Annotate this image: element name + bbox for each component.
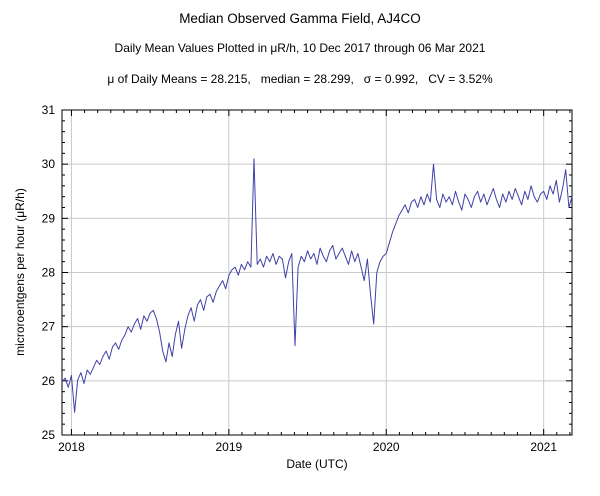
x-tick-label: 2018 (58, 440, 85, 454)
chart-title: Median Observed Gamma Field, AJ4CO (179, 11, 421, 26)
x-tick-label: 2021 (530, 440, 557, 454)
y-axis-title: microroentgens per hour (μR/h) (13, 188, 27, 356)
data-series-line (61, 158, 573, 413)
y-tick-label: 28 (42, 266, 56, 280)
x-axis-title: Date (UTC) (286, 457, 348, 471)
x-tick-label: 2020 (373, 440, 400, 454)
y-tick-label: 31 (42, 103, 56, 117)
y-tick-label: 29 (42, 211, 56, 225)
chart-stats-line: μ of Daily Means = 28.215, median = 28.2… (107, 72, 493, 86)
chart-subtitle: Daily Mean Values Plotted in μR/h, 10 De… (114, 41, 486, 55)
x-tick-label: 2019 (216, 440, 243, 454)
y-tick-label: 27 (42, 320, 56, 334)
y-tick-label: 26 (42, 374, 56, 388)
y-tick-label: 25 (42, 428, 56, 442)
y-tick-label: 30 (42, 157, 56, 171)
